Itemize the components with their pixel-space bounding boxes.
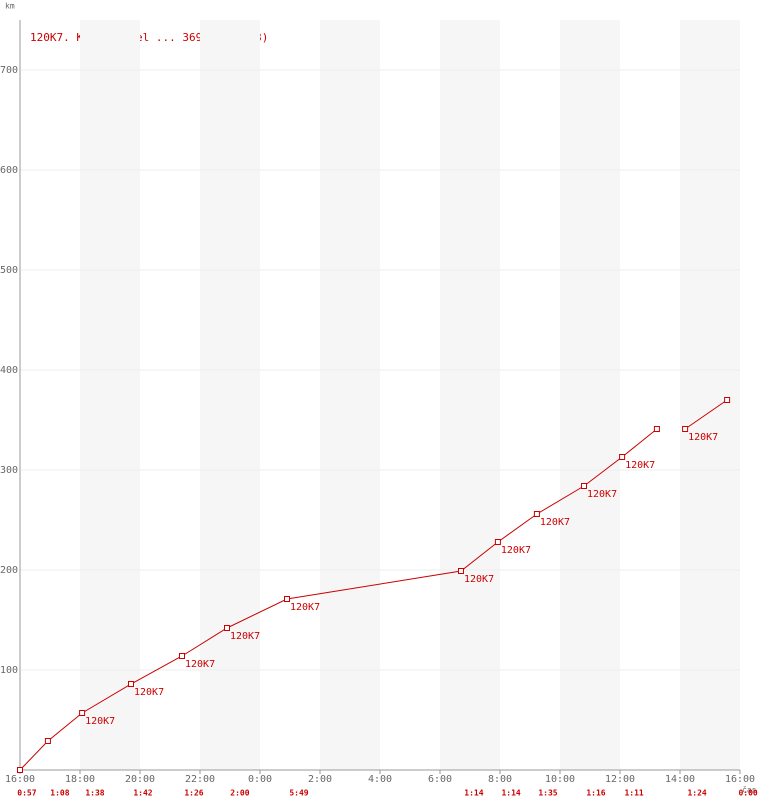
duration-label: 1:24 — [687, 789, 706, 798]
duration-label: 1:42 — [133, 789, 152, 798]
point — [179, 653, 185, 659]
point — [284, 596, 290, 602]
x-tick-label: 16:00 — [5, 774, 35, 785]
point — [581, 483, 587, 489]
point-label: 120K7 — [625, 460, 655, 471]
band — [680, 20, 740, 770]
point-label: 120K7 — [290, 602, 320, 613]
y-tick-label: 700 — [0, 65, 18, 76]
duration-label: 0:57 — [17, 789, 36, 798]
duration-label: 1:38 — [85, 789, 104, 798]
x-tick-label: 10:00 — [545, 774, 575, 785]
point-label: 120K7 — [85, 716, 115, 727]
point-label: 120K7 — [185, 659, 215, 670]
point — [653, 426, 660, 432]
point-label: 120K7 — [501, 545, 531, 556]
y-tick-label: 100 — [0, 665, 18, 676]
point — [128, 681, 134, 687]
y-axis-label: km — [5, 2, 15, 11]
point — [682, 426, 689, 432]
duration-label: 1:14 — [464, 789, 483, 798]
point — [619, 454, 626, 460]
point — [724, 397, 731, 403]
duration-label: 1:11 — [624, 789, 643, 798]
point — [17, 767, 23, 773]
band — [80, 20, 140, 770]
x-tick-label: 14:00 — [665, 774, 695, 785]
duration-label: 1:35 — [538, 789, 557, 798]
duration-label: 2:00 — [230, 789, 249, 798]
duration-label: 1:16 — [586, 789, 605, 798]
band — [440, 20, 500, 770]
x-tick-label: 8:00 — [488, 774, 512, 785]
band — [560, 20, 620, 770]
duration-label: 5:49 — [289, 789, 308, 798]
duration-label: 1:14 — [501, 789, 520, 798]
x-tick-label: 2:00 — [308, 774, 332, 785]
y-tick-label: 400 — [0, 365, 18, 376]
x-tick-label: 16:00 — [725, 774, 755, 785]
point — [494, 539, 501, 545]
point-label: 120K7 — [464, 574, 494, 585]
point — [458, 568, 464, 574]
point — [533, 511, 540, 517]
point — [44, 738, 51, 744]
x-tick-label: 4:00 — [368, 774, 392, 785]
duration-label: 1:08 — [50, 789, 69, 798]
point-label: 120K7 — [587, 489, 617, 500]
line — [684, 399, 728, 430]
point-label: 120K7 — [540, 517, 570, 528]
duration-label: 1:26 — [184, 789, 203, 798]
band — [200, 20, 260, 770]
y-tick-label: 200 — [0, 565, 18, 576]
point — [79, 710, 86, 716]
point-label: 120K7 — [688, 432, 718, 443]
y-tick-label: 500 — [0, 265, 18, 276]
x-tick-label: 22:00 — [185, 774, 215, 785]
point-label: 120K7 — [134, 687, 164, 698]
y-tick-label: 300 — [0, 465, 18, 476]
x-tick-label: 18:00 — [65, 774, 95, 785]
y-tick-label: 600 — [0, 165, 18, 176]
x-axis-label: čas — [742, 785, 757, 795]
x-tick-label: 0:00 — [248, 774, 272, 785]
duration-label: 0:00 — [738, 789, 757, 798]
band — [320, 20, 380, 770]
x-tick-label: 20:00 — [125, 774, 155, 785]
point — [224, 625, 230, 631]
x-tick-label: 6:00 — [428, 774, 452, 785]
x-tick-label: 12:00 — [605, 774, 635, 785]
point-label: 120K7 — [230, 631, 260, 642]
